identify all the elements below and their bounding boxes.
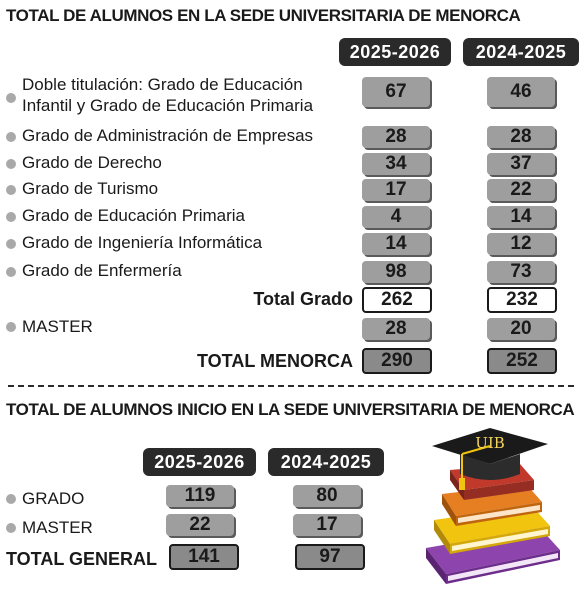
master2-value-2024-2025: 17	[293, 514, 361, 536]
row-bullet	[6, 239, 16, 249]
course-value-2025-2026: 28	[362, 126, 430, 148]
total-general-value-2025-2026: 141	[169, 544, 239, 570]
master-label: MASTER	[22, 317, 93, 336]
master2-label: MASTER	[22, 518, 93, 537]
graduation-cap-icon: UIB	[432, 428, 548, 490]
s1-col-header-2024-2025: 2024-2025	[463, 38, 579, 66]
s1-col-header-2025-2026: 2025-2026	[339, 38, 451, 66]
row-bullet	[6, 159, 16, 169]
books-graduation-cap-illustration: UIB	[426, 428, 560, 584]
course-value-2025-2026: 34	[362, 153, 430, 175]
grado-value-2025-2026: 119	[166, 485, 234, 507]
total-general-value-2024-2025: 97	[295, 544, 365, 570]
total-general-label: TOTAL GENERAL	[6, 549, 158, 569]
course-value-2024-2025: 14	[487, 206, 555, 228]
total-menorca-value-2024-2025: 252	[487, 348, 557, 374]
row-bullet	[6, 185, 16, 195]
course-label: Grado de Ingeniería Informática	[22, 233, 263, 252]
yellow-book-icon	[434, 506, 550, 554]
master2-bullet	[6, 523, 16, 533]
total-menorca-label: TOTAL MENORCA	[197, 351, 353, 371]
row-bullet	[6, 267, 16, 277]
svg-text:UIB: UIB	[475, 434, 505, 452]
course-value-2024-2025: 12	[487, 233, 555, 255]
grado-bullet	[6, 494, 16, 504]
total-grado-label: Total Grado	[253, 289, 353, 309]
total-grado-value-2024-2025: 232	[487, 287, 557, 313]
course-label-line: Infantil y Grado de Educación Primaria	[22, 96, 314, 115]
course-value-2025-2026: 4	[362, 206, 430, 228]
course-value-2024-2025: 37	[487, 153, 555, 175]
course-value-2025-2026: 98	[362, 261, 430, 283]
course-label: Grado de Administración de Empresas	[22, 126, 314, 145]
course-value-2024-2025: 73	[487, 261, 555, 283]
course-value-2024-2025: 46	[487, 77, 555, 107]
course-label: Doble titulación: Grado de Educación Infa…	[22, 74, 313, 116]
s2-col-header-2025-2026: 2025-2026	[143, 448, 256, 476]
section2-title: TOTAL DE ALUMNOS INICIO EN LA SEDE UNIVE…	[6, 400, 575, 419]
row-bullet	[6, 93, 16, 103]
grado-label: GRADO	[22, 489, 85, 508]
course-label: Grado de Educación Primaria	[22, 206, 246, 225]
total-grado-value-2025-2026: 262	[362, 287, 432, 313]
total-menorca-value-2025-2026: 290	[362, 348, 432, 374]
section1-title: TOTAL DE ALUMNOS EN LA SEDE UNIVERSITARI…	[6, 6, 521, 25]
grado-value-2024-2025: 80	[293, 485, 361, 507]
course-value-2025-2026: 67	[362, 77, 430, 107]
master-value-2025-2026: 28	[362, 318, 430, 340]
course-label: Grado de Derecho	[22, 153, 162, 172]
s2-col-header-2024-2025: 2024-2025	[268, 448, 384, 476]
course-label: Grado de Enfermería	[22, 261, 182, 280]
course-label: Grado de Turismo	[22, 179, 159, 198]
master2-value-2025-2026: 22	[166, 514, 234, 536]
master-bullet	[6, 322, 16, 332]
row-bullet	[6, 212, 16, 222]
course-value-2025-2026: 17	[362, 179, 430, 201]
course-value-2024-2025: 22	[487, 179, 555, 201]
course-value-2024-2025: 28	[487, 126, 555, 148]
course-value-2025-2026: 14	[362, 233, 430, 255]
row-bullet	[6, 132, 16, 142]
section-divider	[8, 385, 574, 387]
master-value-2024-2025: 20	[487, 318, 555, 340]
course-label-line: Doble titulación: Grado de Educación	[22, 75, 303, 94]
